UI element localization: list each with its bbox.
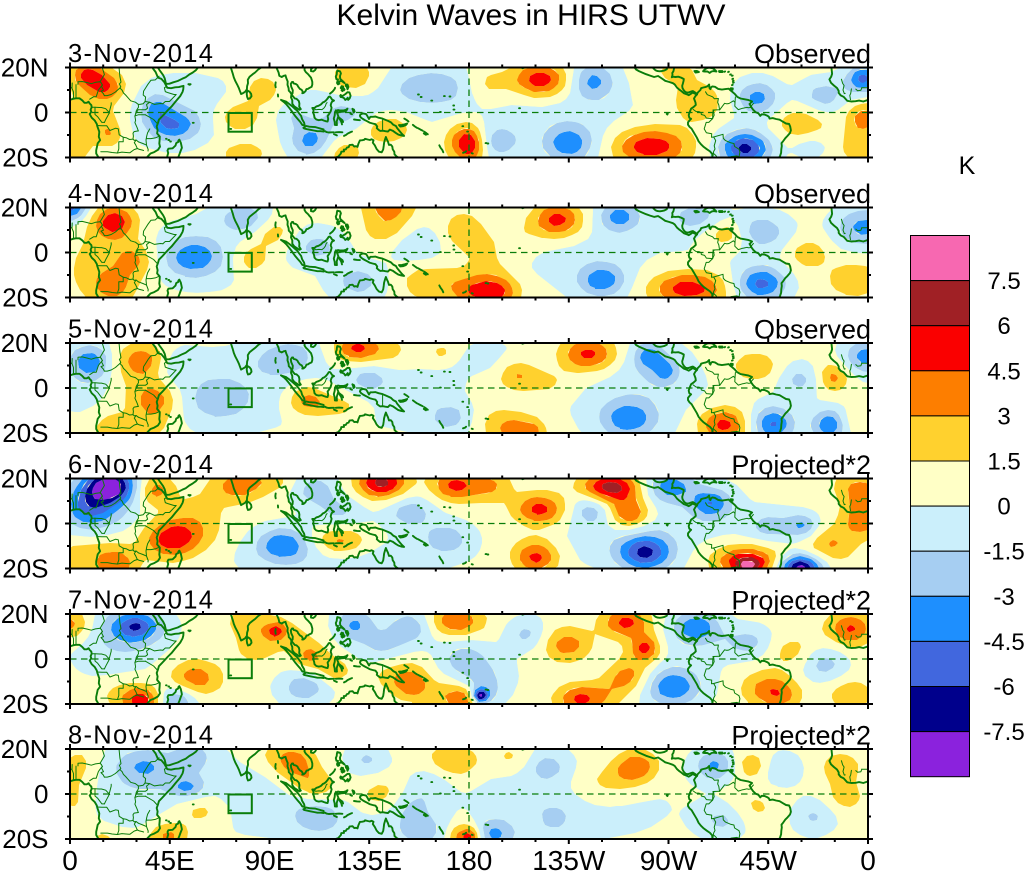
svg-text:0: 0 — [860, 845, 876, 876]
svg-text:20S: 20S — [2, 824, 48, 854]
svg-text:20S: 20S — [2, 689, 48, 719]
svg-text:0: 0 — [62, 845, 78, 876]
svg-text:135W: 135W — [532, 845, 606, 876]
svg-text:Kelvin Waves in HIRS UTWV: Kelvin Waves in HIRS UTWV — [337, 0, 726, 32]
svg-text:Observed: Observed — [754, 315, 871, 345]
svg-text:Observed: Observed — [754, 39, 871, 69]
svg-text:7-Nov-2014: 7-Nov-2014 — [68, 587, 214, 615]
svg-text:0: 0 — [34, 373, 48, 403]
svg-text:20N: 20N — [1, 599, 49, 629]
svg-text:7.5: 7.5 — [987, 268, 1020, 295]
svg-text:90W: 90W — [640, 845, 698, 876]
svg-text:0: 0 — [34, 779, 48, 809]
svg-text:0: 0 — [997, 494, 1010, 521]
svg-text:-3: -3 — [993, 584, 1014, 611]
svg-text:20S: 20S — [2, 418, 48, 448]
svg-text:-6: -6 — [993, 674, 1014, 701]
svg-text:3: 3 — [997, 403, 1010, 430]
svg-text:Projected*2: Projected*2 — [731, 721, 871, 751]
svg-text:1.5: 1.5 — [987, 449, 1020, 476]
svg-text:-4.5: -4.5 — [983, 629, 1024, 656]
svg-text:6: 6 — [997, 313, 1010, 340]
svg-text:Observed: Observed — [754, 179, 871, 209]
svg-text:45E: 45E — [145, 845, 195, 876]
svg-text:20S: 20S — [2, 143, 48, 173]
svg-text:90E: 90E — [245, 845, 295, 876]
svg-text:135E: 135E — [336, 845, 401, 876]
svg-text:Projected*2: Projected*2 — [731, 450, 871, 480]
svg-text:-1.5: -1.5 — [983, 539, 1024, 566]
svg-text:5-Nov-2014: 5-Nov-2014 — [68, 316, 214, 344]
svg-text:45W: 45W — [739, 845, 797, 876]
svg-text:Projected*2: Projected*2 — [731, 586, 871, 616]
svg-text:4.5: 4.5 — [987, 358, 1020, 385]
svg-text:0: 0 — [34, 644, 48, 674]
svg-text:6-Nov-2014: 6-Nov-2014 — [68, 451, 214, 479]
svg-text:20N: 20N — [1, 53, 49, 83]
svg-text:K: K — [959, 152, 976, 180]
svg-text:20N: 20N — [1, 464, 49, 494]
svg-text:20N: 20N — [1, 328, 49, 358]
svg-text:0: 0 — [34, 98, 48, 128]
svg-text:3-Nov-2014: 3-Nov-2014 — [68, 40, 214, 68]
svg-text:0: 0 — [34, 509, 48, 539]
svg-text:20S: 20S — [2, 283, 48, 313]
svg-text:20N: 20N — [1, 193, 49, 223]
svg-text:20N: 20N — [1, 734, 49, 764]
svg-text:0: 0 — [34, 238, 48, 268]
svg-text:4-Nov-2014: 4-Nov-2014 — [68, 180, 214, 208]
svg-text:8-Nov-2014: 8-Nov-2014 — [68, 722, 214, 750]
svg-text:180: 180 — [446, 845, 493, 876]
svg-text:-7.5: -7.5 — [983, 719, 1024, 746]
svg-text:20S: 20S — [2, 554, 48, 584]
